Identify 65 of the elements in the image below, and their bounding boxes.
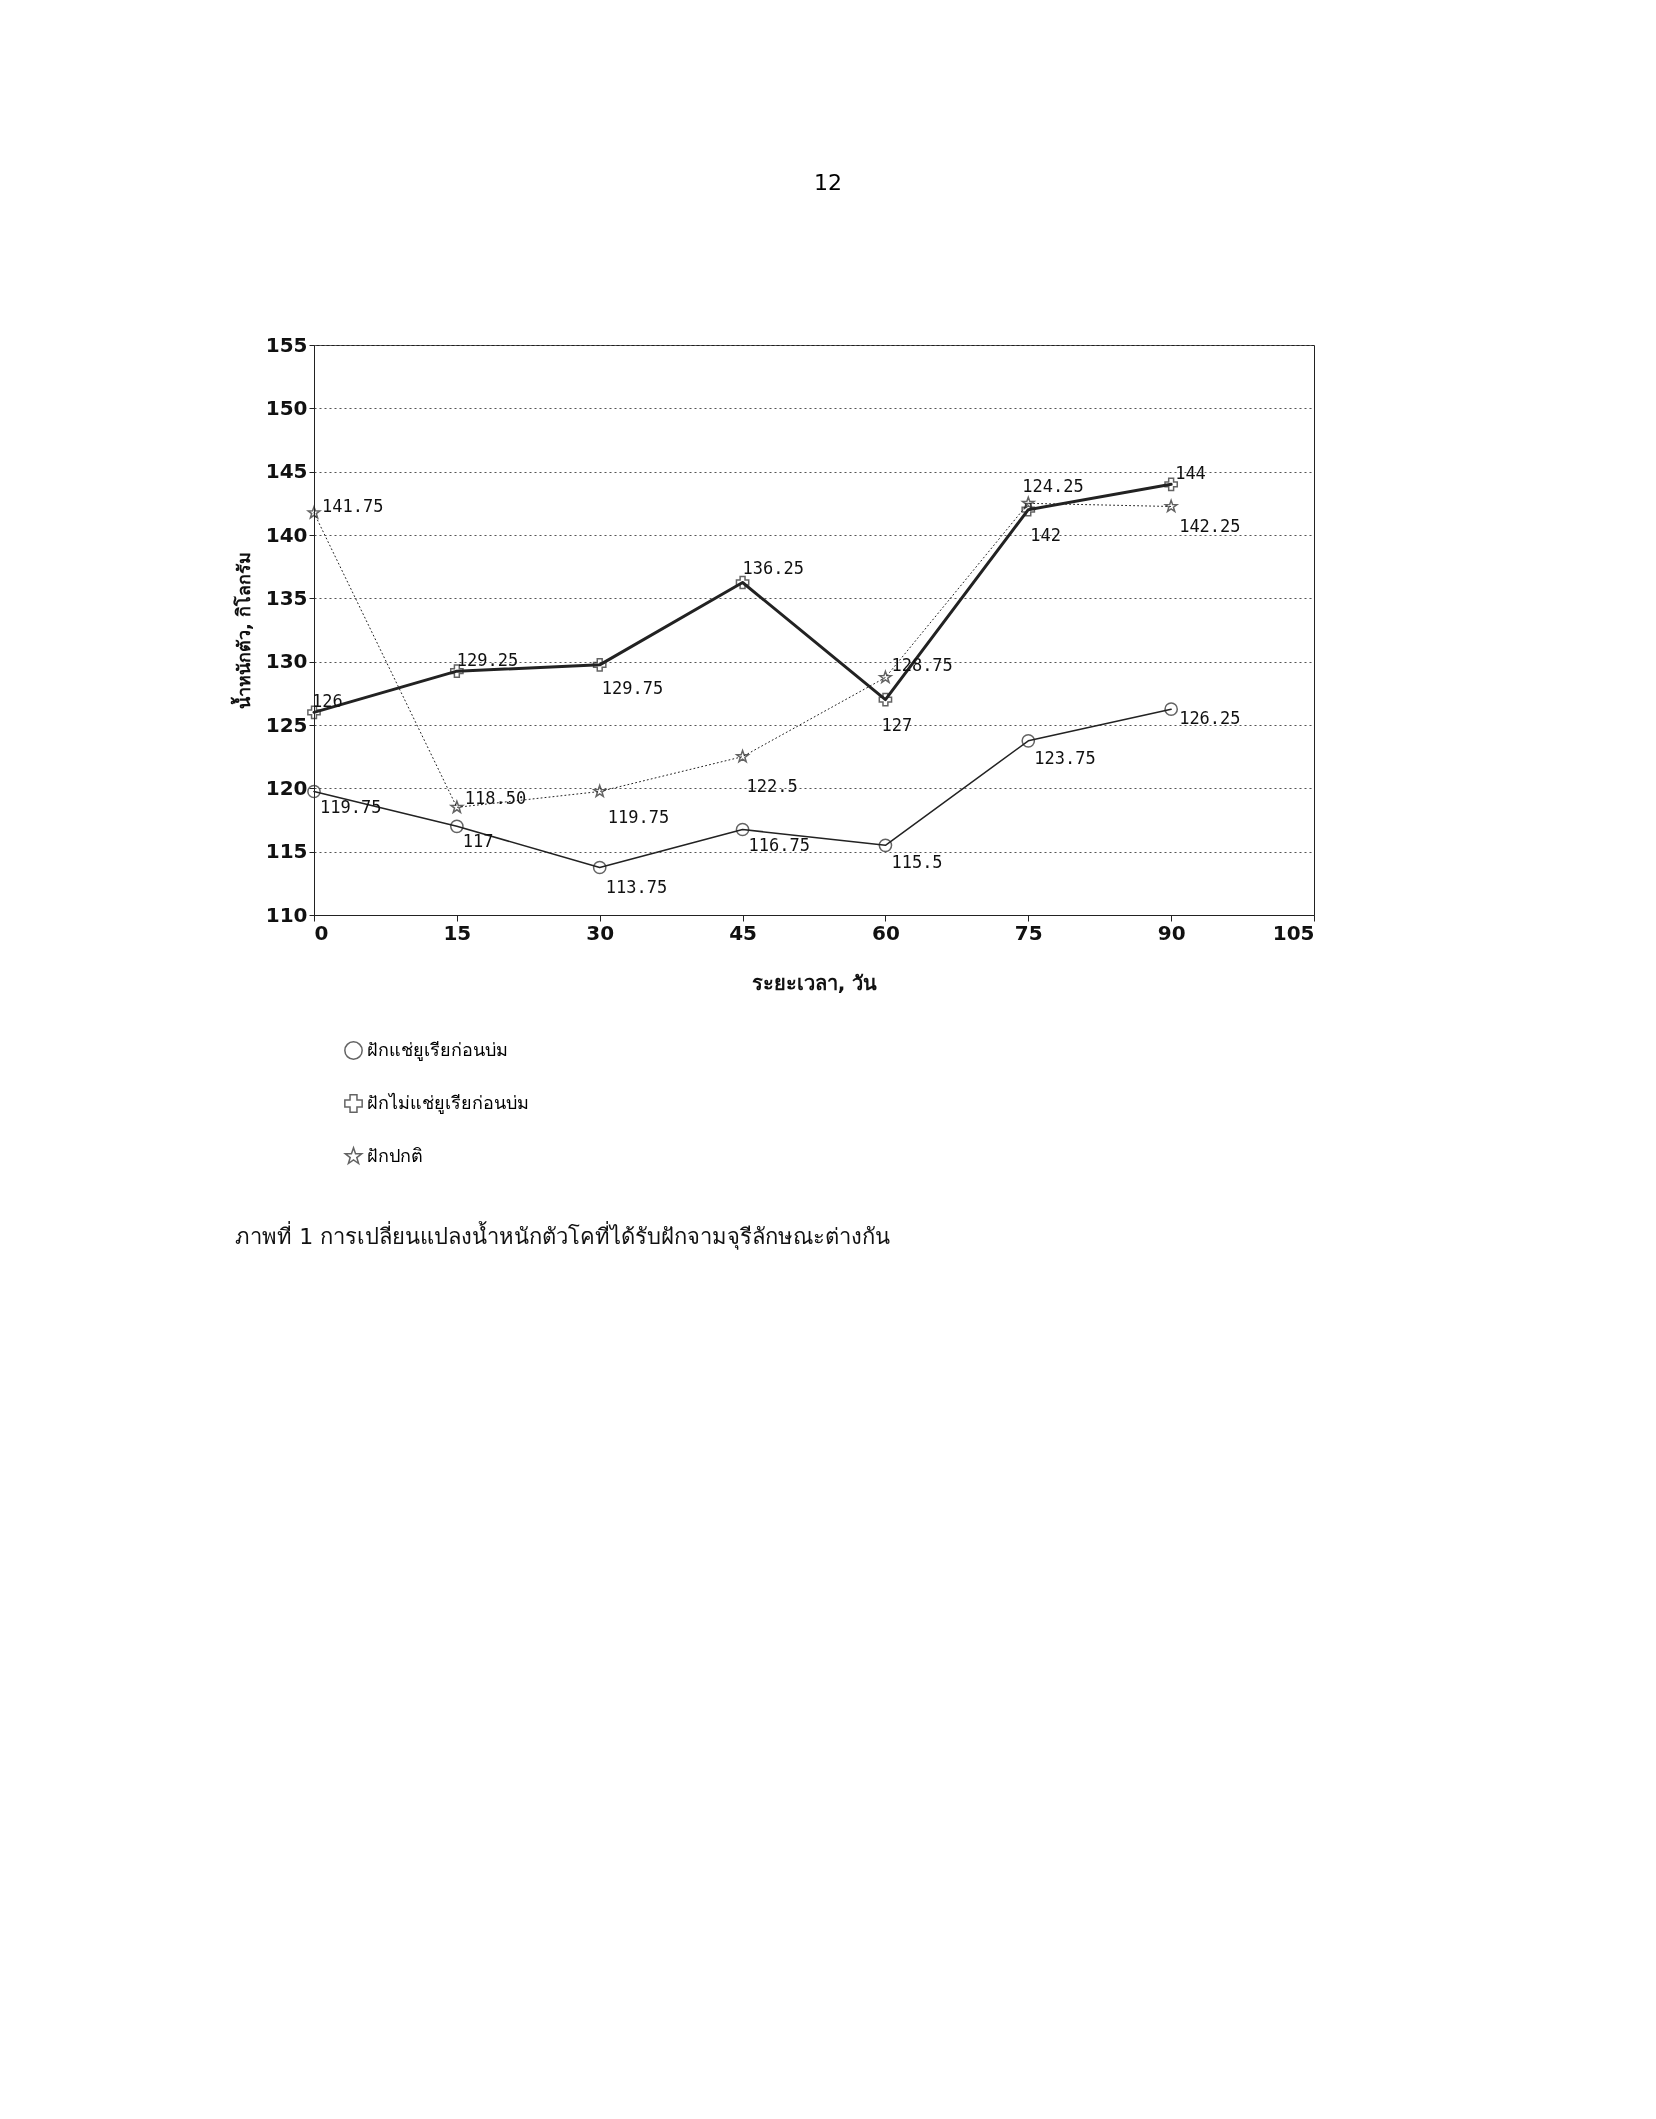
data-label: 129.25 [456,650,519,671]
point [1021,496,1035,510]
data-label: 122.5 [746,775,798,796]
data-label: 144 [1175,463,1206,484]
y-tick-label: 125 [265,712,308,737]
point [592,860,607,875]
text: 12 [813,170,843,195]
x-tick-label: 60 [872,920,900,945]
x-tick-label: 30 [586,920,615,945]
point [735,575,750,590]
x-axis-title: ระยะเวลา, วัน [751,970,878,995]
y-tick-label: 115 [265,839,308,864]
data-label: 127 [881,714,913,735]
point [1164,499,1178,513]
point [1164,702,1179,717]
point [1164,477,1179,492]
point [307,705,321,720]
y-tick-label: 155 [265,332,308,357]
y-tick-label: 145 [265,459,308,484]
data-label: 129.75 [601,677,664,698]
y-tick-label: 135 [265,585,308,610]
annotation: 124.25 [1022,476,1084,497]
text: ภาพที่ 1 การเปลี่ยนแปลงน้ำหนักตัวโคที่ได้รับฝักจามจุรีลักษณะต่างกัน [235,1221,891,1250]
x-tick-label: 15 [443,920,472,945]
x-tick-label: 0 [314,920,329,945]
x-tick-label: 75 [1014,920,1043,945]
y-tick-label: 110 [265,902,308,927]
x-tick-label: 105 [1272,920,1315,945]
y-tick-label: 140 [265,522,308,547]
data-label: 142 [1030,524,1061,545]
point [449,664,464,679]
data-label: 141.75 [322,495,384,516]
point [878,670,892,684]
legend-label: ฝักไม่แช่ยูเรียก่อนบ่ม [367,1091,529,1114]
point [307,784,321,799]
point [878,838,893,853]
point [736,749,750,763]
point [307,505,321,519]
legend-label: ฝักปกติ [367,1144,423,1166]
point [449,819,464,834]
point [1021,733,1036,748]
legend-label: ฝักแช่ยูเรียก่อนบ่ม [367,1038,508,1061]
x-tick-label: 45 [729,920,757,945]
point [878,692,893,707]
data-label: 136.25 [742,557,804,578]
data-label: 142.25 [1179,515,1241,536]
data-label: 117 [462,831,494,852]
y-tick-label: 150 [265,395,308,420]
point [735,822,750,837]
data-label: 116.75 [748,834,810,855]
y-axis-title: น้ำหนักตัว, กิโลกรัม [229,551,254,710]
point [450,800,464,814]
y-tick-label: 120 [265,775,308,800]
point [592,657,607,672]
data-label: 119.75 [320,796,382,817]
point [593,784,607,798]
data-label: 123.75 [1034,747,1096,768]
data-label: 126.25 [1179,708,1241,729]
data-label: 113.75 [605,876,668,897]
data-label: 115.5 [891,852,943,873]
point [1021,502,1036,517]
data-label: 118.50 [464,788,527,809]
data-label: 119.75 [607,806,670,827]
x-tick-label: 90 [1157,920,1186,945]
y-tick-label: 130 [265,649,308,674]
